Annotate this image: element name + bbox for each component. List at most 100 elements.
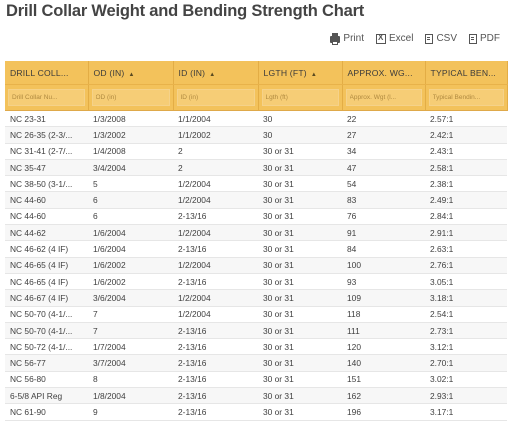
- table-cell: 3/4/2004: [88, 159, 173, 177]
- table-cell: 2.93:1: [425, 387, 507, 405]
- table-cell: 2.63:1: [425, 240, 507, 258]
- filter-cell: [342, 84, 426, 111]
- table-row[interactable]: 6-5/8 API Reg 1/8/2004 2-13/16 30 or 31 162 2…: [5, 387, 507, 405]
- table-cell: 30 or 31: [258, 403, 342, 421]
- column-filter-input[interactable]: [8, 89, 85, 106]
- column-filter-input[interactable]: [345, 89, 422, 106]
- filter-row: [5, 84, 508, 111]
- table-cell: NC 44-62: [5, 224, 88, 242]
- table-cell: 2.76:1: [425, 257, 507, 274]
- column-header[interactable]: DRILL COLL...: [5, 61, 89, 85]
- print-label: Print: [343, 33, 364, 44]
- excel-button[interactable]: Excel: [375, 33, 413, 44]
- table-row[interactable]: NC 44-60 6 2-13/16 30 or 31 76 2.84:1: [5, 208, 507, 226]
- table-cell: 30 or 31: [258, 257, 342, 274]
- print-button[interactable]: Print: [330, 33, 364, 45]
- table-cell: 6: [88, 191, 173, 209]
- table-row[interactable]: NC 50-70 (4-1/... 7 1/2/2004 30 or 31 118 2.5…: [5, 306, 507, 323]
- excel-icon: [375, 33, 386, 44]
- table-row[interactable]: NC 44-60 6 1/2/2004 30 or 31 83 2.49:1: [5, 191, 507, 209]
- table-cell: 3.12:1: [425, 338, 507, 356]
- sort-ascending-icon[interactable]: ▲: [209, 71, 216, 78]
- table-cell: NC 61-90: [5, 403, 88, 421]
- table-row[interactable]: NC 46-65 (4 IF) 1/6/2002 2-13/16 30 or 31 93…: [5, 273, 507, 291]
- column-filter-input[interactable]: [91, 89, 170, 106]
- table-cell: 3/7/2004: [88, 354, 173, 372]
- table-row[interactable]: NC 46-67 (4 IF) 3/6/2004 1/2/2004 30 or 31 1…: [5, 289, 507, 307]
- table-cell: 9: [88, 403, 173, 421]
- table-cell: 100: [342, 257, 425, 274]
- table-cell: 30: [258, 110, 342, 128]
- printer-icon: [330, 33, 341, 45]
- table-cell: 34: [342, 143, 425, 160]
- table-cell: 140: [342, 354, 425, 372]
- table-cell: 109: [342, 289, 425, 307]
- table-cell: 2-13/16: [173, 371, 258, 389]
- table-cell: 2-13/16: [173, 240, 258, 258]
- table-cell: 2.84:1: [425, 208, 507, 226]
- table-cell: NC 46-65 (4 IF): [5, 273, 88, 291]
- table-cell: NC 35-47: [5, 159, 88, 177]
- table-cell: 2.70:1: [425, 354, 507, 372]
- column-header[interactable]: APPROX. WG...: [342, 61, 426, 85]
- table-row[interactable]: NC 50-70 (4-1/... 7 2-13/16 30 or 31 111 2.73…: [5, 322, 507, 340]
- table-cell: 3/6/2004: [88, 289, 173, 307]
- column-filter-input[interactable]: [261, 89, 339, 106]
- column-header-label: OD (IN): [93, 67, 125, 78]
- table-cell: 30 or 31: [258, 322, 342, 340]
- table-cell: 196: [342, 403, 425, 421]
- column-filter-input[interactable]: [428, 89, 504, 106]
- table-cell: 30 or 31: [258, 191, 342, 209]
- table-cell: 1/2/2004: [173, 224, 258, 242]
- table-row[interactable]: NC 44-62 1/6/2004 1/2/2004 30 or 31 91 2.91:1: [5, 224, 507, 242]
- table-row[interactable]: NC 35-47 3/4/2004 2 30 or 31 47 2.58:1: [5, 159, 507, 177]
- table-cell: 76: [342, 208, 425, 226]
- table-cell: 3.17:1: [425, 403, 507, 421]
- table-cell: 2.42:1: [425, 126, 507, 144]
- table-cell: 30 or 31: [258, 159, 342, 177]
- table-cell: NC 50-72 (4-1/...: [5, 338, 88, 356]
- table-cell: 111: [342, 322, 425, 340]
- pdf-file-icon: [469, 33, 477, 44]
- table-row[interactable]: NC 56-77 3/7/2004 2-13/16 30 or 31 140 2.70:1: [5, 354, 507, 372]
- sort-ascending-icon[interactable]: ▲: [310, 71, 317, 78]
- table-row[interactable]: NC 50-72 (4-1/... 1/7/2004 2-13/16 30 or 31…: [5, 338, 507, 356]
- column-header-label: ID (IN): [178, 67, 206, 78]
- table-cell: 7: [88, 306, 173, 323]
- table-cell: 1/6/2004: [88, 224, 173, 242]
- table-cell: 30: [258, 126, 342, 144]
- table-row[interactable]: NC 46-65 (4 IF) 1/6/2002 1/2/2004 30 or 31 1…: [5, 257, 507, 274]
- table-cell: 162: [342, 387, 425, 405]
- table-cell: 1/2/2004: [173, 257, 258, 274]
- pdf-button[interactable]: PDF: [469, 33, 500, 44]
- table-cell: 6: [88, 208, 173, 226]
- table-cell: 2-13/16: [173, 338, 258, 356]
- column-header[interactable]: ID (IN) ▲: [173, 61, 259, 85]
- table-cell: 22: [342, 110, 425, 128]
- table-row[interactable]: NC 46-62 (4 IF) 1/6/2004 2-13/16 30 or 31 84…: [5, 240, 507, 258]
- table-cell: 30 or 31: [258, 240, 342, 258]
- table-row[interactable]: NC 61-90 9 2-13/16 30 or 31 196 3.17:1: [5, 403, 507, 421]
- csv-file-icon: [425, 33, 434, 44]
- column-header[interactable]: LGTH (FT) ▲: [258, 61, 343, 85]
- table-cell: 91: [342, 224, 425, 242]
- table-cell: 2-13/16: [173, 273, 258, 291]
- column-filter-input[interactable]: [176, 89, 255, 106]
- table-row[interactable]: NC 38-50 (3-1/... 5 1/2/2004 30 or 31 54 2.38…: [5, 175, 507, 193]
- table-row[interactable]: NC 23-31 1/3/2008 1/1/2004 30 22 2.57:1: [5, 110, 507, 128]
- table-cell: 1/2/2004: [173, 191, 258, 209]
- table-cell: 30 or 31: [258, 354, 342, 372]
- filter-cell: [5, 84, 89, 111]
- table-row[interactable]: NC 31-41 (2-7/... 1/4/2008 2 30 or 31 34 2.43…: [5, 143, 507, 160]
- table-cell: 120: [342, 338, 425, 356]
- column-header[interactable]: TYPICAL BEN...: [425, 61, 508, 85]
- csv-button[interactable]: CSV: [425, 33, 457, 44]
- table-cell: 2.38:1: [425, 175, 507, 193]
- table-cell: 93: [342, 273, 425, 291]
- pdf-label: PDF: [480, 33, 500, 44]
- table-row[interactable]: NC 56-80 8 2-13/16 30 or 31 151 3.02:1: [5, 371, 507, 389]
- column-header[interactable]: OD (IN) ▲: [88, 61, 174, 85]
- table-row[interactable]: NC 26-35 (2-3/... 1/3/2002 1/1/2002 30 27 2.4…: [5, 126, 507, 144]
- sort-ascending-icon[interactable]: ▲: [128, 71, 135, 78]
- table-cell: 1/1/2004: [173, 110, 258, 128]
